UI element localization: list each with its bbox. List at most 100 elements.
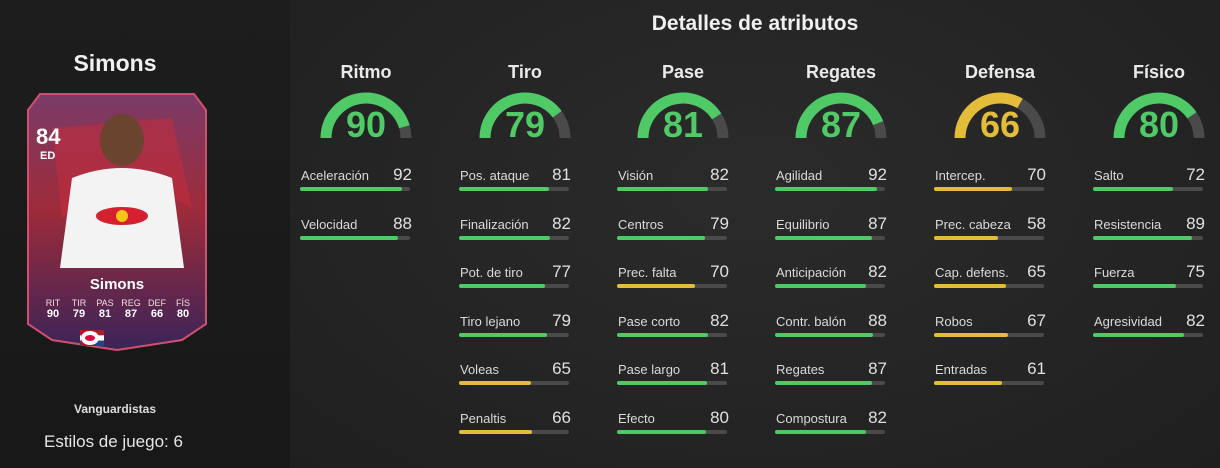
attribute-row: Anticipación 82 bbox=[775, 262, 887, 293]
attribute-row: Prec. cabeza 58 bbox=[934, 213, 1046, 245]
gauge-arc bbox=[954, 92, 1046, 139]
attribute-bar-fill bbox=[459, 429, 533, 434]
attribute-bar-fill bbox=[934, 284, 1007, 288]
attribute-bar-fill bbox=[775, 429, 867, 434]
attribute-row: Aceleración 92 bbox=[300, 165, 412, 196]
attribute-value: 87 bbox=[868, 359, 887, 378]
attribute-value: 61 bbox=[1027, 359, 1046, 378]
card-player-name: Simons bbox=[89, 276, 145, 293]
attribute-value: 82 bbox=[552, 213, 571, 233]
category-title: Regates bbox=[805, 62, 877, 82]
attribute-row: Pase corto 82 bbox=[617, 311, 729, 342]
attribute-row: Penaltis 66 bbox=[459, 408, 571, 439]
card-art bbox=[27, 93, 207, 352]
attribute-value: 81 bbox=[710, 359, 729, 378]
attribute-row: Agresividad 82 bbox=[1093, 310, 1205, 342]
attribute-name: Prec. cabeza bbox=[935, 216, 1011, 232]
attribute-value: 77 bbox=[552, 262, 571, 281]
attribute-value: 58 bbox=[1027, 213, 1046, 233]
category-title: Defensa bbox=[964, 62, 1036, 82]
gauge-fill bbox=[637, 92, 722, 139]
attribute-bar-track bbox=[617, 235, 727, 240]
attribute-value: 88 bbox=[393, 213, 412, 233]
category-rating: 90 bbox=[345, 104, 387, 145]
attribute-name: Finalización bbox=[460, 216, 529, 232]
attribute-value: 92 bbox=[393, 165, 412, 184]
attribute-name: Centros bbox=[618, 216, 664, 232]
category-gauge: 79 bbox=[458, 90, 592, 146]
attribute-bar-track bbox=[775, 284, 885, 288]
attribute-bar-fill bbox=[617, 187, 709, 191]
card-stat-label: RIT bbox=[45, 298, 61, 308]
attribute-value: 82 bbox=[1186, 310, 1205, 330]
attribute-bar-track bbox=[775, 332, 885, 337]
attributes-panel bbox=[290, 0, 1220, 468]
gauge-arc bbox=[1113, 92, 1205, 139]
attribute-bar-fill bbox=[459, 332, 547, 337]
attribute-bar-fill bbox=[300, 187, 403, 191]
category-gauge: 90 bbox=[299, 90, 433, 146]
attribute-row: Agilidad 92 bbox=[775, 165, 887, 196]
attribute-name: Intercep. bbox=[935, 168, 986, 183]
attribute-bar-fill bbox=[617, 235, 705, 240]
attribute-bar-track bbox=[775, 429, 885, 434]
attribute-name: Regates bbox=[776, 362, 825, 377]
attribute-name: Anticipación bbox=[776, 265, 847, 280]
attribute-name: Penaltis bbox=[460, 410, 507, 426]
category-tiro: Tiro 79 bbox=[458, 62, 592, 146]
attribute-name: Pase largo bbox=[618, 362, 681, 377]
attribute-bar-fill bbox=[617, 381, 707, 385]
card-stat-value: 87 bbox=[124, 308, 138, 320]
attribute-bar-fill bbox=[300, 235, 398, 240]
attribute-bar-fill bbox=[1093, 284, 1177, 288]
attribute-bar-track bbox=[1093, 235, 1203, 240]
attribute-bar-fill bbox=[934, 332, 1009, 337]
attribute-bar-fill bbox=[459, 187, 549, 191]
attribute-value: 65 bbox=[1027, 262, 1046, 281]
attribute-row: Pot. de tiro 77 bbox=[459, 262, 571, 293]
attribute-name: Pase corto bbox=[618, 313, 681, 329]
card-stat-value: 90 bbox=[46, 308, 60, 320]
attribute-row: Equilibrio 87 bbox=[775, 214, 887, 245]
attribute-name: Compostura bbox=[776, 410, 847, 426]
attribute-bar-fill bbox=[775, 235, 872, 240]
attribute-bar-track bbox=[934, 187, 1044, 191]
gauge-fill bbox=[795, 92, 884, 139]
attribute-row: Prec. falta 70 bbox=[617, 262, 729, 293]
attribute-value: 79 bbox=[552, 310, 571, 330]
attribute-bar-track bbox=[617, 381, 727, 385]
category-rating: 81 bbox=[662, 104, 704, 145]
gauge-arc bbox=[795, 92, 887, 139]
card-stat-label: FÍS bbox=[175, 298, 190, 308]
attribute-bar-track bbox=[1093, 187, 1203, 191]
player-name-title: Simons bbox=[73, 50, 157, 76]
attribute-bar-fill bbox=[617, 284, 695, 288]
attribute-row: Centros 79 bbox=[617, 214, 729, 245]
attribute-bar-fill bbox=[775, 284, 867, 288]
attribute-bar-track bbox=[617, 187, 727, 191]
attribute-row: Visión 82 bbox=[617, 165, 729, 196]
attribute-name: Pot. de tiro bbox=[460, 265, 523, 280]
attribute-value: 80 bbox=[710, 407, 729, 427]
category-pase: Pase 81 bbox=[616, 62, 750, 146]
gauge-fill bbox=[479, 92, 562, 139]
attribute-row: Velocidad 88 bbox=[300, 213, 412, 245]
attribute-bar-track bbox=[934, 381, 1044, 385]
attribute-value: 82 bbox=[710, 165, 729, 184]
attribute-name: Contr. balón bbox=[776, 313, 847, 329]
category-regates: Regates 87 bbox=[774, 62, 908, 146]
attribute-row: Entradas 61 bbox=[934, 359, 1046, 390]
attribute-row: Contr. balón 88 bbox=[775, 311, 887, 342]
player-card[interactable]: 84 ED Simons RIT TIR PAS REG DEF FÍS 90 … bbox=[22, 88, 212, 353]
card-stat-label: PAS bbox=[96, 298, 114, 308]
attribute-bar-fill bbox=[934, 381, 1002, 385]
category-title: Físico bbox=[1132, 62, 1185, 82]
attribute-name: Velocidad bbox=[301, 216, 358, 232]
card-stat-label: REG bbox=[121, 298, 141, 308]
attribute-row: Pase largo 81 bbox=[617, 359, 729, 390]
attribute-name: Fuerza bbox=[1094, 265, 1135, 280]
gauge-arc bbox=[479, 92, 571, 139]
attribute-name: Agilidad bbox=[776, 168, 823, 183]
attribute-name: Aceleración bbox=[301, 168, 369, 183]
attribute-bar-track bbox=[459, 381, 569, 385]
